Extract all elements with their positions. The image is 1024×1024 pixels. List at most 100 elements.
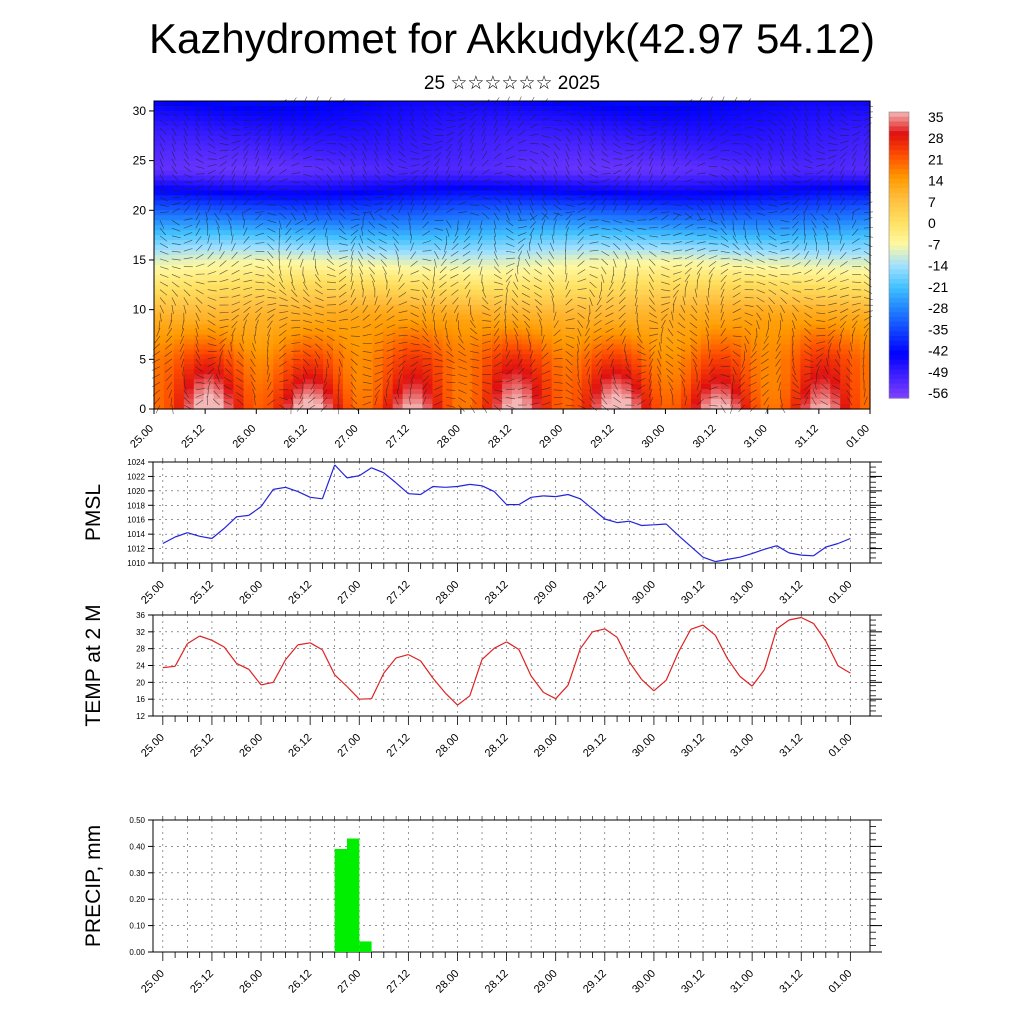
heatmap-cell — [700, 344, 712, 350]
heatmap-cell — [303, 210, 314, 216]
heatmap-cell — [253, 235, 264, 241]
heatmap-cell — [173, 284, 185, 291]
heatmap-cell — [362, 215, 374, 221]
heatmap-cell — [512, 165, 523, 172]
heatmap-cell — [313, 384, 324, 390]
heatmap-cell — [512, 170, 523, 177]
wind-barb — [171, 143, 176, 152]
heatmap-cell — [273, 250, 284, 256]
heatmap-cell — [163, 309, 175, 316]
heatmap-cell — [233, 110, 245, 117]
heatmap-cell — [631, 130, 642, 137]
heatmap-cell — [223, 170, 235, 177]
wind-barb — [338, 135, 348, 138]
heatmap-cell — [700, 215, 712, 221]
heatmap-cell — [462, 255, 473, 261]
heatmap-cell — [273, 299, 284, 306]
heatmap-cell — [770, 369, 782, 375]
heatmap-cell — [203, 175, 215, 182]
heatmap-cell — [502, 324, 513, 331]
wind-barb — [207, 127, 213, 136]
heatmap-cell — [710, 190, 722, 196]
heatmap-cell — [691, 374, 702, 380]
heatmap-cell — [462, 394, 473, 400]
heatmap-cell — [611, 190, 622, 196]
heatmap-cell — [551, 170, 563, 177]
heatmap-cell — [462, 334, 473, 341]
heatmap-cell — [482, 319, 493, 326]
heatmap-cell — [581, 349, 593, 355]
heatmap-cell — [860, 250, 871, 256]
heatmap-cell — [681, 200, 692, 206]
heatmap-cell — [820, 289, 831, 296]
heatmap-cell — [810, 324, 821, 331]
heatmap-cell — [392, 220, 404, 226]
heatmap-cell — [760, 369, 772, 375]
heatmap-cell — [531, 235, 543, 241]
heatmap-cell — [313, 220, 324, 226]
heatmap-cell — [691, 200, 702, 206]
heatmap-cell — [551, 344, 563, 350]
heatmap-cell — [700, 309, 712, 316]
heatmap-cell — [233, 155, 245, 162]
heatmap-cell — [303, 130, 314, 137]
heatmap-cell — [402, 210, 414, 216]
heatmap-cell — [561, 399, 573, 405]
heatmap-cell — [581, 235, 593, 241]
heatmap-cell — [770, 105, 782, 112]
heatmap-cell — [601, 165, 613, 172]
heatmap-cell — [432, 309, 443, 316]
heatmap-cell — [243, 259, 255, 266]
heatmap-cell — [323, 225, 334, 231]
heatmap-cell — [323, 354, 334, 360]
heatmap-cell — [183, 354, 195, 360]
heatmap-cell — [641, 394, 652, 400]
heatmap-cell — [790, 135, 801, 142]
heatmap-cell — [193, 334, 205, 341]
heatmap-cell — [571, 274, 583, 281]
heatmap-cell — [790, 394, 801, 400]
wind-barb — [386, 150, 392, 159]
wind-barb — [219, 120, 226, 128]
wind-barb — [589, 120, 594, 129]
heatmap-cell — [651, 354, 662, 360]
wind-barb — [589, 135, 594, 145]
heatmap-cell — [412, 220, 424, 226]
wind-barb — [458, 142, 463, 152]
heatmap-cell — [372, 110, 384, 117]
heatmap-cell — [412, 195, 424, 201]
heatmap-cell — [352, 294, 364, 301]
wind-barb — [207, 104, 212, 114]
heatmap-cell — [422, 274, 434, 281]
heatmap-cell — [720, 110, 732, 117]
heatmap-cell — [720, 279, 732, 286]
wind-barb — [577, 143, 582, 152]
heatmap-cell — [382, 284, 394, 291]
heatmap-cell — [492, 269, 503, 276]
wind-barb — [851, 131, 861, 136]
heatmap-cell — [382, 110, 394, 117]
heatmap-cell — [382, 269, 394, 276]
wind-barb — [362, 143, 368, 152]
heatmap-cell — [820, 339, 831, 346]
heatmap-cell — [333, 175, 344, 182]
wind-barb — [350, 110, 360, 113]
heatmap-cell — [571, 180, 583, 187]
heatmap-cell — [681, 384, 692, 390]
heatmap-cell — [372, 394, 384, 400]
heatmap-cell — [293, 269, 304, 276]
heatmap-cell — [740, 324, 752, 331]
heatmap-cell — [521, 389, 533, 395]
wind-barb — [828, 135, 837, 140]
heatmap-cell — [591, 210, 603, 216]
heatmap-cell — [233, 220, 245, 226]
heatmap-cell — [561, 115, 573, 122]
heatmap-cell — [402, 160, 414, 167]
heatmap-cell — [512, 160, 523, 167]
heatmap-cell — [541, 389, 553, 395]
heatmap-cell — [611, 259, 622, 266]
heatmap-cell — [183, 175, 195, 182]
heatmap-cell — [850, 349, 861, 355]
wind-barb — [279, 119, 284, 129]
wind-barb — [649, 137, 657, 144]
